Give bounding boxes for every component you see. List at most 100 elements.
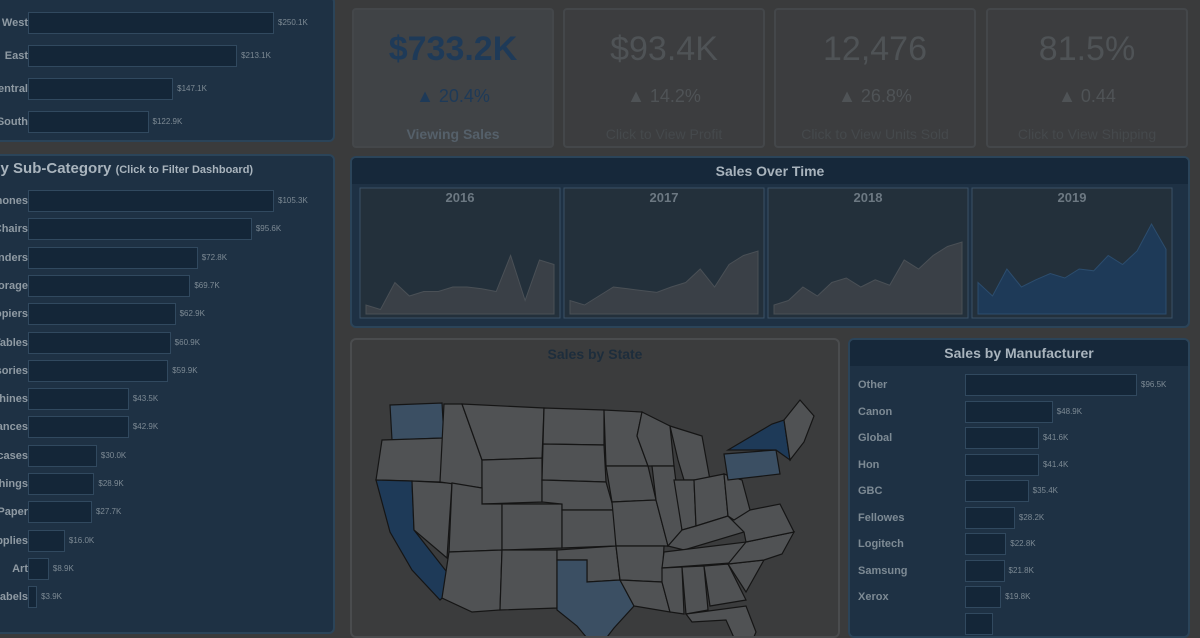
map-state-south-dakota <box>541 443 607 483</box>
bar[interactable] <box>965 586 1002 608</box>
bar-row[interactable]: Storage $69.7K <box>0 274 333 297</box>
bar[interactable] <box>28 78 174 100</box>
subcategory-hint: (Click to Filter Dashboard) <box>115 164 254 176</box>
bar[interactable] <box>28 359 169 382</box>
bar[interactable] <box>28 12 274 34</box>
bar-value: $60.9K <box>174 337 201 347</box>
bar[interactable] <box>28 444 97 467</box>
bar-label: Tables <box>0 336 28 349</box>
bar-row[interactable]: Canon $48.9K <box>858 400 1188 423</box>
bar-row[interactable]: Global $41.6K <box>858 427 1188 449</box>
bar-row[interactable]: Supplies $16.0K <box>0 529 333 552</box>
bar-row[interactable]: Chairs $95.6K <box>0 218 333 241</box>
kpi-value: $733.2K <box>388 30 518 68</box>
sales-area-2017 <box>569 250 759 315</box>
bar[interactable] <box>28 246 198 269</box>
bar-label: West <box>1 17 28 29</box>
bar-row[interactable]: East $213.1K <box>5 45 333 67</box>
bar[interactable] <box>965 559 1005 582</box>
bar-row[interactable]: Binders $72.8K <box>0 246 333 269</box>
map-state-iowa <box>605 465 657 503</box>
bar-row[interactable]: Tables $60.9K <box>0 331 333 354</box>
bar-value: $41.6K <box>1042 433 1069 442</box>
bar[interactable] <box>965 533 1007 555</box>
year-label: 2018 <box>854 190 883 205</box>
sales-over-time-panel: Sales Over Time 2016 2017 2018 2019 <box>350 156 1190 328</box>
map-state-washington <box>389 402 445 441</box>
bar-row[interactable]: Xerox $19.8K <box>858 586 1188 608</box>
bar-row[interactable]: South $122.9K <box>0 111 333 133</box>
bar-row[interactable]: Phones $105.3K <box>0 190 333 212</box>
bar[interactable] <box>965 480 1029 502</box>
bar[interactable] <box>28 388 129 411</box>
bar-row[interactable]: Accessories $59.9K <box>0 359 333 382</box>
map-state-texas <box>556 559 635 636</box>
bar[interactable] <box>28 274 191 297</box>
bar-row[interactable]: Hon $41.4K <box>858 453 1188 476</box>
bar-row[interactable]: Art $8.9K <box>12 557 333 580</box>
kpi-card[interactable]: $733.2K ▲ 20.4% Viewing Sales <box>352 8 554 148</box>
kpi-caption: Click to View Profit <box>605 126 723 142</box>
bar-value: $28.9K <box>98 479 124 488</box>
bar-row[interactable]: Machines $43.5K <box>0 388 333 411</box>
bar-row[interactable]: Copiers $62.9K <box>0 303 333 326</box>
bar[interactable] <box>28 190 274 212</box>
bar[interactable] <box>965 453 1039 476</box>
bar-row[interactable]: Samsung $21.8K <box>858 559 1188 582</box>
bar-label: Accessories <box>0 364 28 377</box>
bar-row[interactable]: Paper $27.7K <box>0 501 333 524</box>
bar[interactable] <box>28 529 65 552</box>
bar[interactable] <box>965 612 993 635</box>
bar-label: Binders <box>0 251 28 264</box>
bar-label: Canon <box>858 405 893 418</box>
us-map[interactable] <box>352 370 838 638</box>
sales-over-time-chart: 2016 2017 2018 2019 <box>359 187 1173 319</box>
bar[interactable] <box>965 374 1137 396</box>
kpi-card[interactable]: 12,476 ▲ 26.8% Click to View Units Sold <box>774 8 976 148</box>
bar-value: $105.3K <box>278 196 308 205</box>
kpi-value: 12,476 <box>823 30 927 68</box>
bar[interactable] <box>28 557 49 580</box>
bar[interactable] <box>28 473 95 495</box>
bar-label: Paper <box>0 506 28 519</box>
bar-value: $59.9K <box>172 365 198 375</box>
bar-row[interactable]: Other $96.5K <box>858 374 1188 396</box>
bar-row[interactable]: Appliances $42.9K <box>0 416 333 439</box>
bar[interactable] <box>28 218 252 241</box>
bar[interactable] <box>965 400 1053 423</box>
bar[interactable] <box>965 506 1015 529</box>
map-state-pennsylvania <box>723 449 781 481</box>
bar[interactable] <box>28 111 149 133</box>
bar-value: $27.7K <box>95 507 122 517</box>
bar-row[interactable]: Bookcases $30.0K <box>0 444 333 467</box>
subcategory-title: Sales by Sub-Category (Click to Filter D… <box>0 156 278 182</box>
kpi-caption: Click to View Units Sold <box>801 126 949 142</box>
manufacturer-panel: Sales by Manufacturer Other $96.5K Canon $4… <box>848 338 1190 638</box>
bar-row[interactable]: Fellowes $28.2K <box>858 506 1188 529</box>
bar[interactable] <box>28 331 171 354</box>
bar-row[interactable]: Central $147.1K <box>0 78 333 100</box>
bar-row[interactable]: Labels $3.9K <box>0 586 333 609</box>
kpi-card[interactable]: 81.5% ▲ 0.44 Click to View Shipping <box>986 8 1188 148</box>
region-panel: West $250.1K East $213.1K Central $147.1K Sout… <box>0 0 335 142</box>
bar-row[interactable]: Logitech $22.8K <box>858 533 1188 555</box>
map-state-mississippi <box>661 566 685 615</box>
bar[interactable] <box>28 45 238 67</box>
bar[interactable] <box>965 427 1039 449</box>
bar-row[interactable]: West $250.1K <box>2 12 333 34</box>
bar[interactable] <box>28 416 129 439</box>
sales-by-state-panel: Sales by State <box>350 338 840 638</box>
bar[interactable] <box>28 303 176 326</box>
bar[interactable] <box>28 501 92 524</box>
map-state-oregon <box>375 437 445 483</box>
kpi-card[interactable]: $93.4K ▲ 14.2% Click to View Profit <box>563 8 765 148</box>
bar-label: Copiers <box>0 308 28 321</box>
bar-label: GBC <box>858 485 883 497</box>
map-state-kansas <box>561 509 617 549</box>
kpi-delta: ▲ 14.2% <box>627 86 701 106</box>
bar-value: $42.9K <box>132 422 159 432</box>
bar-row[interactable]: Furnishings $28.9K <box>0 473 333 495</box>
bar-row[interactable]: GBC $35.4K <box>858 480 1188 502</box>
bar[interactable] <box>28 586 38 609</box>
bar-row[interactable] <box>965 612 1188 635</box>
